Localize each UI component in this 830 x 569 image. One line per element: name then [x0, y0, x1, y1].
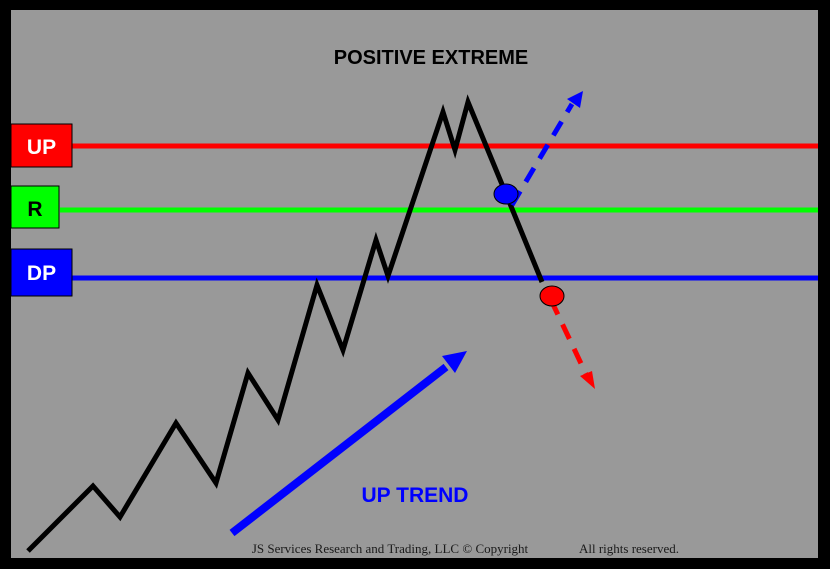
price-path-line: [26, 94, 545, 553]
up-trend-arrow: [229, 351, 467, 537]
footer-copyright: JS Services Research and Trading, LLC © …: [252, 541, 529, 556]
up-trend-label: UP TREND: [362, 484, 469, 507]
footer-rights: All rights reserved.: [579, 541, 679, 556]
breakdown-dashed-arrow: [548, 298, 595, 389]
diagram-background: [11, 10, 818, 558]
up-level-label: UP: [10, 123, 73, 168]
breakout-dashed-arrow: [509, 91, 583, 207]
dp-level-label: DP: [10, 248, 73, 297]
dp-level-text: DP: [27, 262, 56, 285]
breakdown-marker: [539, 285, 565, 307]
up-level-text: UP: [27, 136, 56, 159]
breakout-marker: [493, 183, 519, 205]
r-level-label: R: [10, 185, 60, 229]
r-level-text: R: [27, 198, 42, 221]
diagram-title: POSITIVE EXTREME: [334, 47, 528, 69]
